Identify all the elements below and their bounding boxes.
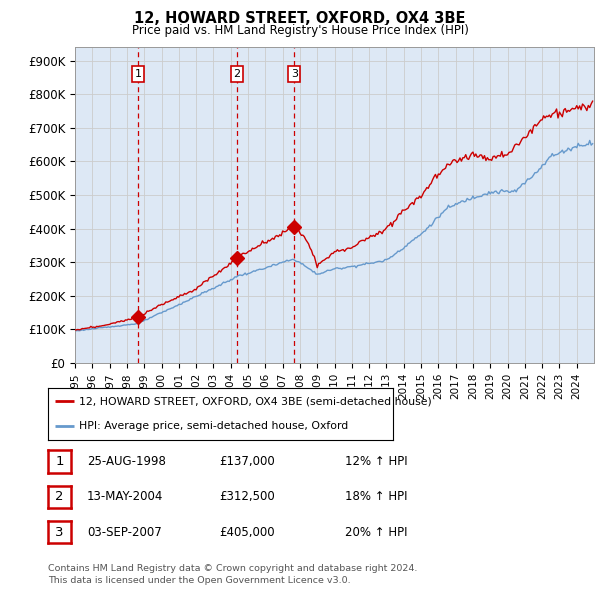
Text: 2: 2 [55, 490, 64, 503]
Text: 12, HOWARD STREET, OXFORD, OX4 3BE: 12, HOWARD STREET, OXFORD, OX4 3BE [134, 11, 466, 25]
Text: 03-SEP-2007: 03-SEP-2007 [87, 526, 162, 539]
Text: 12% ↑ HPI: 12% ↑ HPI [345, 455, 407, 468]
Text: 18% ↑ HPI: 18% ↑ HPI [345, 490, 407, 503]
Text: 3: 3 [290, 69, 298, 79]
Text: 25-AUG-1998: 25-AUG-1998 [87, 455, 166, 468]
Text: 1: 1 [134, 69, 142, 79]
Text: £405,000: £405,000 [219, 526, 275, 539]
Text: 12, HOWARD STREET, OXFORD, OX4 3BE (semi-detached house): 12, HOWARD STREET, OXFORD, OX4 3BE (semi… [79, 396, 432, 406]
Text: 3: 3 [55, 526, 64, 539]
Text: HPI: Average price, semi-detached house, Oxford: HPI: Average price, semi-detached house,… [79, 421, 348, 431]
Text: 2: 2 [233, 69, 241, 79]
Text: Contains HM Land Registry data © Crown copyright and database right 2024.
This d: Contains HM Land Registry data © Crown c… [48, 565, 418, 585]
Text: Price paid vs. HM Land Registry's House Price Index (HPI): Price paid vs. HM Land Registry's House … [131, 24, 469, 37]
Text: £137,000: £137,000 [219, 455, 275, 468]
Text: £312,500: £312,500 [219, 490, 275, 503]
Text: 20% ↑ HPI: 20% ↑ HPI [345, 526, 407, 539]
Text: 1: 1 [55, 455, 64, 468]
Text: 13-MAY-2004: 13-MAY-2004 [87, 490, 163, 503]
